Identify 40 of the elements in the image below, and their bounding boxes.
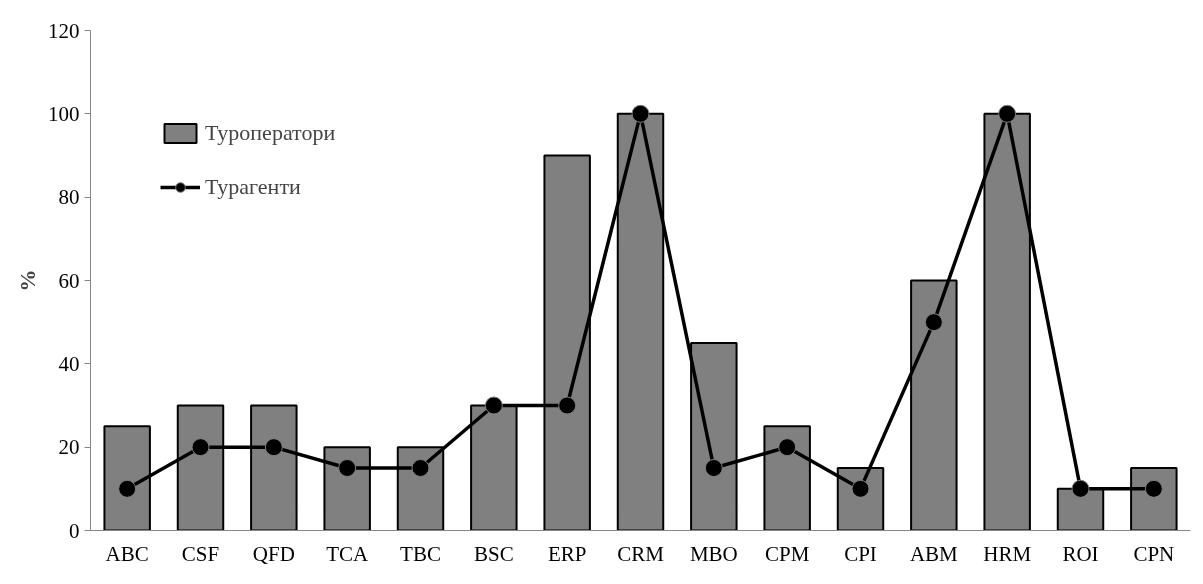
x-tick-label: CSF bbox=[181, 541, 220, 566]
y-tick-label: 80 bbox=[58, 185, 80, 210]
x-tick-label: CPI bbox=[844, 541, 877, 566]
y-tick-label: 120 bbox=[48, 18, 80, 43]
x-tick-label: HRM bbox=[983, 541, 1032, 566]
x-tick-label: CPM bbox=[764, 541, 810, 566]
x-tick-label: TCA bbox=[326, 541, 369, 566]
point bbox=[484, 396, 503, 415]
x-tick-label: MBO bbox=[689, 541, 738, 566]
point bbox=[631, 104, 650, 123]
x-tick-label: CPN bbox=[1133, 541, 1175, 566]
point bbox=[118, 479, 137, 498]
legend-label: Турагенти bbox=[205, 174, 301, 200]
x-tick-label: ERP bbox=[547, 541, 587, 566]
y-tick-label: 60 bbox=[58, 268, 80, 293]
y-tick-label: 100 bbox=[48, 101, 80, 126]
point bbox=[264, 438, 283, 457]
point bbox=[924, 313, 943, 332]
point bbox=[411, 459, 430, 477]
x-tick-label: QFD bbox=[252, 541, 295, 566]
x-tick-label: ROI bbox=[1062, 541, 1099, 566]
point bbox=[998, 104, 1017, 123]
x-tick-label: ABM bbox=[909, 541, 959, 566]
point bbox=[558, 396, 577, 415]
x-tick-label: TBC bbox=[400, 541, 441, 566]
point bbox=[704, 459, 723, 477]
x-tick-label: BSC bbox=[473, 541, 514, 566]
point bbox=[338, 459, 357, 477]
y-tick-label: 40 bbox=[58, 351, 80, 376]
point bbox=[1071, 479, 1090, 498]
point bbox=[191, 438, 210, 457]
y-axis-title: % bbox=[15, 269, 40, 292]
point bbox=[1144, 479, 1163, 498]
y-tick-label: 0 bbox=[69, 518, 80, 543]
y-tick-label: 20 bbox=[58, 435, 80, 460]
x-tick-label: CRM bbox=[617, 541, 665, 566]
point bbox=[851, 479, 870, 498]
legend-label: Туроператори bbox=[205, 120, 336, 146]
point bbox=[778, 438, 797, 457]
x-tick-label: ABC bbox=[105, 541, 149, 566]
